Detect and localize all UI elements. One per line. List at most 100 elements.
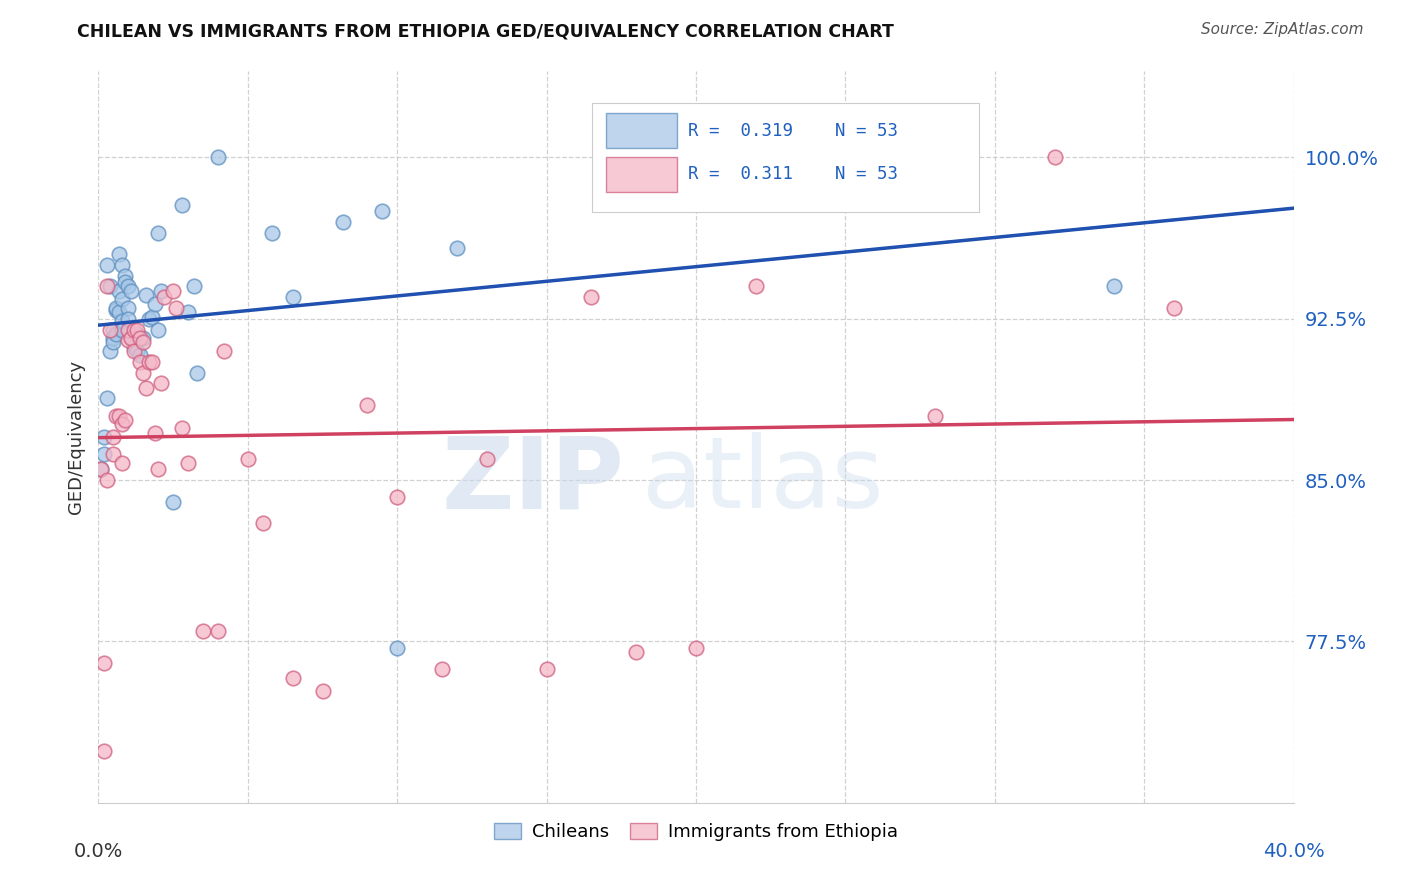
Point	[117, 301, 139, 315]
Point	[111, 456, 134, 470]
Point	[129, 348, 152, 362]
Point	[177, 456, 200, 470]
Point	[371, 204, 394, 219]
Text: 40.0%: 40.0%	[1263, 842, 1324, 861]
Point	[148, 322, 170, 336]
Point	[132, 366, 155, 380]
Point	[186, 366, 208, 380]
FancyBboxPatch shape	[592, 103, 979, 211]
Point	[212, 344, 235, 359]
Point	[111, 314, 134, 328]
Point	[685, 640, 707, 655]
Point	[138, 355, 160, 369]
Point	[129, 355, 152, 369]
Point	[252, 516, 274, 530]
Point	[93, 744, 115, 758]
Point	[127, 326, 149, 341]
FancyBboxPatch shape	[606, 157, 676, 192]
Point	[162, 284, 184, 298]
Point	[281, 671, 304, 685]
Point	[581, 290, 603, 304]
Point	[124, 344, 146, 359]
Point	[626, 645, 648, 659]
Point	[105, 303, 128, 318]
Point	[108, 305, 131, 319]
Point	[117, 333, 139, 347]
Point	[141, 310, 163, 324]
Point	[90, 462, 112, 476]
Point	[150, 284, 173, 298]
Point	[191, 624, 214, 638]
Text: Source: ZipAtlas.com: Source: ZipAtlas.com	[1201, 22, 1364, 37]
Point	[129, 331, 152, 345]
Point	[153, 290, 176, 304]
Point	[117, 322, 139, 336]
Point	[165, 301, 187, 315]
Point	[281, 290, 304, 304]
Y-axis label: GED/Equivalency: GED/Equivalency	[67, 360, 86, 514]
Point	[236, 451, 259, 466]
Point	[1163, 301, 1185, 315]
Point	[103, 322, 125, 336]
Point	[536, 662, 558, 676]
Text: atlas: atlas	[643, 433, 884, 530]
Point	[745, 279, 768, 293]
Point	[132, 335, 155, 350]
Point	[834, 150, 856, 164]
Point	[93, 447, 115, 461]
Point	[108, 247, 131, 261]
Point	[96, 392, 118, 406]
Point	[114, 268, 136, 283]
Point	[96, 279, 118, 293]
Point	[108, 409, 131, 423]
Point	[172, 198, 194, 212]
Point	[177, 305, 200, 319]
FancyBboxPatch shape	[606, 113, 676, 148]
Point	[103, 447, 125, 461]
Text: ZIP: ZIP	[441, 433, 624, 530]
Point	[311, 684, 333, 698]
Point	[98, 279, 122, 293]
Point	[108, 284, 131, 298]
Point	[93, 430, 115, 444]
Point	[183, 279, 205, 293]
Point	[103, 430, 125, 444]
Point	[105, 301, 128, 315]
Point	[111, 293, 134, 307]
Point	[135, 381, 157, 395]
Point	[924, 409, 946, 423]
Point	[98, 344, 122, 359]
Text: CHILEAN VS IMMIGRANTS FROM ETHIOPIA GED/EQUIVALENCY CORRELATION CHART: CHILEAN VS IMMIGRANTS FROM ETHIOPIA GED/…	[77, 22, 894, 40]
Point	[132, 331, 155, 345]
Point	[141, 355, 163, 369]
Point	[114, 413, 136, 427]
Point	[446, 241, 468, 255]
Point	[117, 311, 139, 326]
Point	[260, 226, 283, 240]
Point	[143, 296, 166, 310]
Point	[120, 331, 142, 345]
Point	[127, 344, 149, 359]
Point	[117, 279, 139, 293]
Point	[356, 398, 378, 412]
Point	[207, 624, 229, 638]
Point	[98, 322, 122, 336]
Point	[105, 326, 128, 341]
Point	[332, 215, 354, 229]
Point	[150, 376, 173, 391]
Point	[124, 322, 146, 336]
Point	[1104, 279, 1126, 293]
Point	[93, 656, 115, 670]
Point	[114, 275, 136, 289]
Text: R =  0.311    N = 53: R = 0.311 N = 53	[688, 166, 897, 184]
Point	[105, 409, 128, 423]
Point	[1043, 150, 1066, 164]
Point	[207, 150, 229, 164]
Point	[90, 462, 112, 476]
Point	[127, 322, 149, 336]
Point	[148, 226, 170, 240]
Point	[385, 491, 409, 505]
Text: 0.0%: 0.0%	[73, 842, 124, 861]
Point	[475, 451, 498, 466]
Point	[148, 462, 170, 476]
